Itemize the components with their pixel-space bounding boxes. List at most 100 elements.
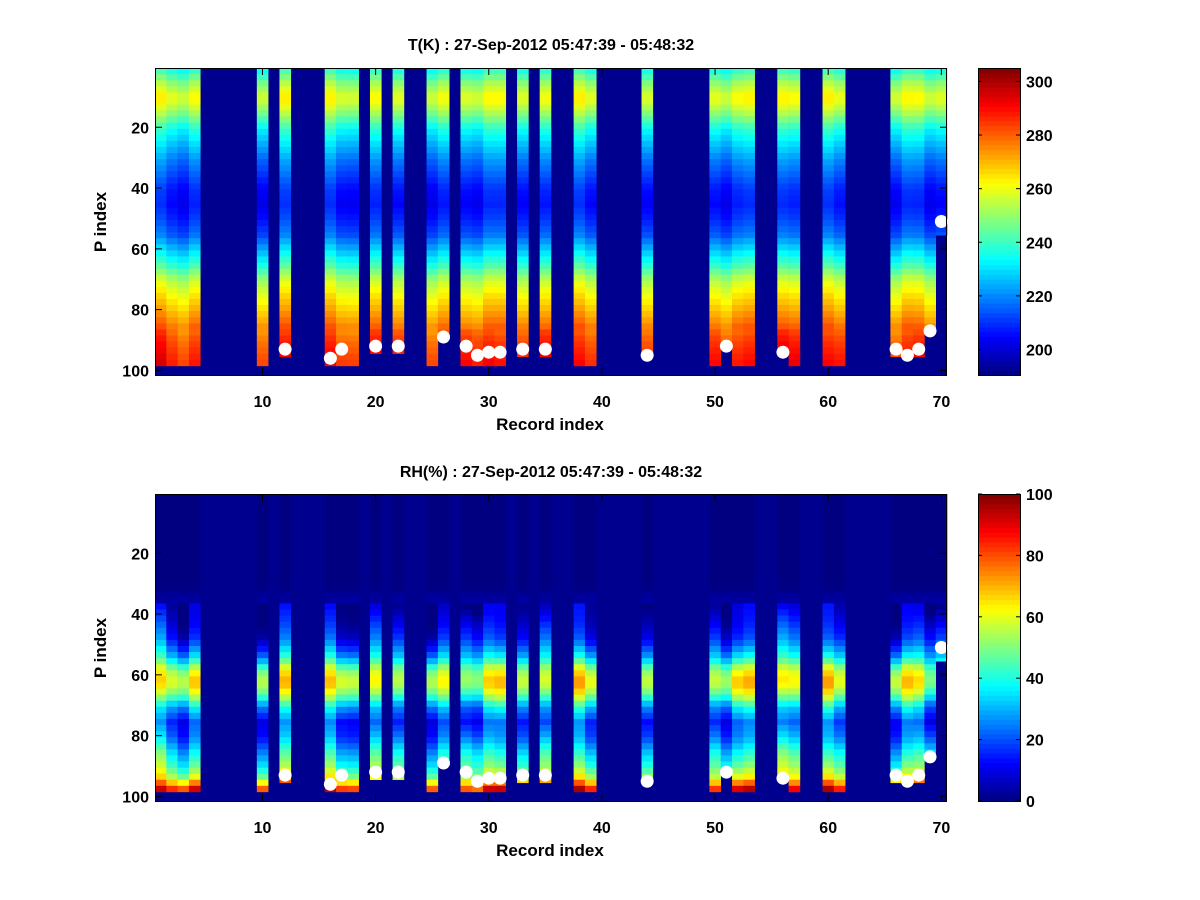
heatmap-cell: [426, 609, 439, 616]
heatmap-cell: [720, 682, 733, 689]
heatmap-cell: [188, 731, 201, 738]
heatmap-cell: [743, 658, 755, 665]
heatmap-cell: [471, 183, 484, 190]
heatmap-cell: [732, 676, 744, 683]
heatmap-cell: [324, 579, 337, 586]
heatmap-cell: [471, 226, 484, 233]
heatmap-cell: [913, 280, 925, 288]
heatmap-cell: [392, 603, 405, 610]
heatmap-cell: [155, 226, 167, 233]
heatmap-cell: [573, 700, 586, 708]
heatmap-cell: [822, 250, 835, 257]
heatmap-cell: [901, 317, 914, 324]
heatmap-cell: [777, 506, 789, 513]
heatmap-cell: [709, 712, 722, 720]
heatmap-cell: [720, 603, 733, 610]
heatmap-cell: [324, 530, 337, 537]
heatmap-cell: [822, 785, 835, 793]
heatmap-cell: [913, 244, 925, 251]
heatmap-cell: [336, 134, 348, 142]
heatmap-cell: [279, 238, 292, 245]
heatmap-cell: [709, 213, 722, 221]
heatmap-cell: [336, 785, 348, 793]
heatmap-cell: [471, 743, 484, 750]
heatmap-cell: [833, 110, 846, 117]
heatmap-cell: [890, 92, 903, 99]
heatmap-column: [494, 494, 507, 793]
heatmap-cell: [188, 554, 201, 562]
heatmap-cell: [788, 268, 801, 275]
heatmap-cell: [641, 579, 654, 586]
colorbar-swatch: [978, 527, 1020, 533]
heatmap-cell: [641, 86, 654, 93]
heatmap-cell: [539, 579, 552, 586]
heatmap-cell: [822, 201, 835, 209]
heatmap-cell: [347, 299, 359, 306]
heatmap-cell: [777, 706, 789, 714]
heatmap-cell: [426, 676, 439, 683]
heatmap-cell: [890, 621, 903, 629]
colorbar-swatch: [978, 341, 1020, 347]
colorbar-swatch: [978, 666, 1020, 672]
heatmap-cell: [336, 579, 348, 586]
heatmap-cell: [573, 86, 586, 93]
colorbar-swatch: [978, 336, 1020, 342]
heatmap-cell: [460, 159, 473, 166]
heatmap-cell: [584, 238, 597, 245]
heatmap-cell: [483, 560, 495, 568]
heatmap-cell: [641, 116, 654, 124]
heatmap-column: [584, 494, 597, 793]
heatmap-cell: [539, 530, 552, 537]
heatmap-cell: [788, 749, 801, 756]
surface-marker: [900, 348, 914, 362]
heatmap-cell: [822, 74, 835, 81]
heatmap-cell: [913, 311, 925, 318]
heatmap-cell: [336, 226, 348, 233]
heatmap-cell: [833, 615, 846, 622]
heatmap-cell: [788, 292, 801, 300]
heatmap-cell: [166, 548, 178, 556]
heatmap-cell: [471, 92, 484, 99]
heatmap-cell: [336, 755, 348, 762]
heatmap-cell: [743, 335, 755, 342]
heatmap-cell: [743, 74, 755, 81]
heatmap-cell: [494, 140, 507, 148]
heatmap-cell: [901, 213, 914, 221]
surface-marker: [459, 765, 473, 779]
heatmap-cell: [336, 353, 348, 361]
heatmap-cell: [924, 633, 936, 641]
heatmap-cell: [777, 767, 789, 774]
heatmap-cell: [369, 116, 382, 124]
heatmap-cell: [890, 573, 903, 580]
colorbar-swatch: [978, 743, 1020, 749]
heatmap-cell: [709, 268, 722, 275]
heatmap-cell: [336, 201, 348, 209]
heatmap-cell: [166, 743, 178, 750]
heatmap-cell: [177, 250, 190, 257]
heatmap-cell: [641, 323, 654, 330]
heatmap-cell: [732, 773, 744, 781]
heatmap-cell: [336, 317, 348, 324]
heatmap-cell: [392, 286, 405, 294]
heatmap-cell: [788, 262, 801, 269]
heatmap-column: [890, 494, 903, 784]
heatmap-cell: [584, 755, 597, 762]
heatmap-cell: [188, 219, 201, 227]
heatmap-cell: [709, 329, 722, 336]
heatmap-cell: [494, 554, 507, 562]
heatmap-cell: [279, 305, 292, 312]
heatmap-cell: [347, 116, 359, 124]
heatmap-cell: [494, 341, 507, 348]
heatmap-cell: [901, 110, 914, 117]
heatmap-cell: [777, 268, 789, 275]
heatmap-cell: [935, 566, 948, 574]
heatmap-cell: [347, 506, 359, 513]
heatmap-column: [279, 494, 292, 784]
heatmap-cell: [777, 207, 789, 215]
heatmap-cell: [913, 718, 925, 726]
heatmap-cell: [924, 68, 936, 75]
heatmap-cell: [392, 518, 405, 525]
heatmap-cell: [347, 98, 359, 105]
heatmap-cell: [483, 706, 495, 714]
